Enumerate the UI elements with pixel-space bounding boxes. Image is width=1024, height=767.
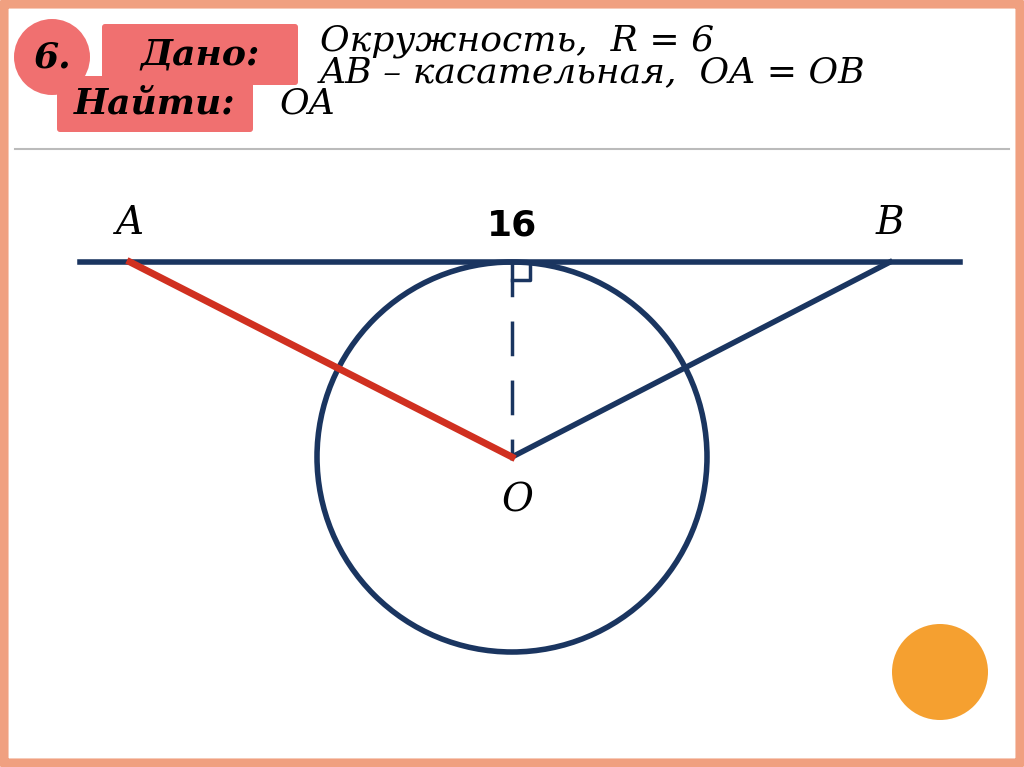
Text: Окружность,  R = 6: Окружность, R = 6 [319, 24, 714, 58]
Circle shape [892, 624, 988, 720]
Text: Дано:: Дано: [140, 38, 260, 72]
Text: 16: 16 [486, 208, 538, 242]
FancyBboxPatch shape [57, 76, 253, 132]
Text: O: O [501, 482, 532, 519]
Text: AB – касательная,  OA = OB: AB – касательная, OA = OB [319, 55, 865, 89]
Circle shape [14, 19, 90, 95]
Text: 6.: 6. [33, 40, 71, 74]
FancyBboxPatch shape [102, 24, 298, 85]
Text: B: B [876, 205, 904, 242]
Text: OA: OA [280, 87, 336, 121]
FancyBboxPatch shape [3, 3, 1021, 764]
Text: A: A [116, 205, 144, 242]
Text: Найти:: Найти: [74, 87, 236, 121]
